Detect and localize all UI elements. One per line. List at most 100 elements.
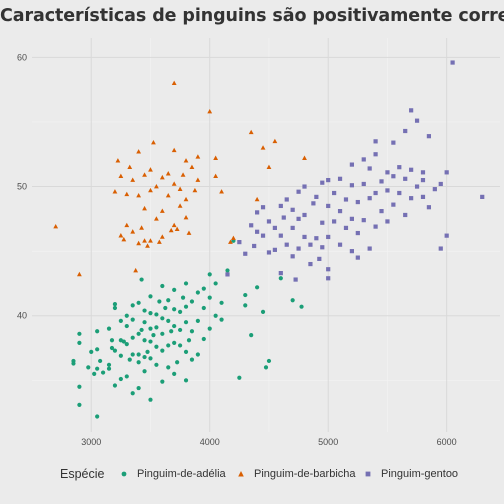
point-barbicha [177, 203, 183, 208]
point-adelia [207, 295, 212, 300]
point-gentoo [320, 180, 325, 185]
point-gentoo [391, 202, 396, 207]
point-barbicha [124, 191, 130, 197]
point-adelia [109, 345, 115, 351]
point-adelia [189, 357, 195, 362]
point-adelia [92, 371, 97, 376]
point-gentoo [326, 203, 331, 209]
point-gentoo [414, 118, 420, 123]
point-barbicha [148, 187, 153, 193]
point-adelia [225, 268, 230, 273]
point-gentoo [272, 225, 277, 230]
point-adelia [106, 366, 112, 371]
point-barbicha [118, 233, 124, 238]
point-gentoo [252, 243, 257, 249]
chart-title: Características de pinguins são positiva… [0, 6, 504, 26]
point-gentoo [397, 165, 402, 170]
point-gentoo [444, 233, 449, 238]
point-barbicha [177, 186, 183, 191]
point-gentoo [385, 188, 390, 193]
point-gentoo [314, 194, 319, 199]
point-adelia [130, 317, 135, 322]
point-adelia [299, 304, 304, 309]
point-gentoo [317, 256, 322, 261]
point-adelia [127, 357, 132, 362]
point-adelia [183, 378, 189, 383]
point-adelia [106, 326, 112, 331]
legend-title: Espécie [60, 467, 105, 481]
point-adelia [77, 331, 82, 336]
point-adelia [89, 349, 94, 355]
point-barbicha [115, 158, 121, 163]
point-barbicha [195, 154, 201, 159]
point-gentoo [272, 247, 277, 252]
point-gentoo [343, 225, 349, 230]
point-gentoo [450, 60, 455, 65]
point-adelia [136, 331, 141, 336]
point-adelia [237, 375, 242, 380]
point-gentoo [296, 189, 301, 194]
point-barbicha [207, 109, 213, 114]
point-adelia [121, 339, 126, 344]
point-barbicha [213, 155, 219, 160]
point-gentoo [397, 190, 402, 196]
point-barbicha [171, 181, 177, 186]
point-adelia [183, 320, 189, 325]
point-adelia [160, 283, 165, 289]
point-gentoo [281, 215, 286, 220]
point-adelia [148, 397, 153, 402]
point-adelia [213, 281, 218, 286]
point-adelia [207, 272, 212, 277]
point-gentoo [379, 209, 384, 214]
point-gentoo [403, 212, 408, 218]
point-adelia [151, 333, 156, 338]
legend-key-square-icon [362, 470, 374, 478]
point-adelia [243, 303, 248, 308]
point-barbicha [272, 138, 278, 144]
point-gentoo [414, 184, 420, 189]
point-adelia [160, 331, 165, 336]
point-gentoo [426, 134, 432, 139]
point-barbicha [168, 227, 174, 233]
point-barbicha [183, 158, 189, 163]
point-barbicha [142, 172, 147, 177]
point-adelia [201, 336, 206, 342]
point-barbicha [136, 193, 142, 198]
point-adelia [195, 318, 200, 324]
point-barbicha [165, 171, 171, 176]
point-gentoo [290, 207, 295, 212]
point-barbicha [171, 147, 177, 153]
point-gentoo [293, 277, 298, 282]
point-gentoo [243, 251, 248, 256]
point-adelia [178, 343, 183, 348]
point-gentoo [349, 216, 354, 221]
point-adelia [172, 323, 177, 329]
point-gentoo [343, 197, 349, 202]
point-barbicha [142, 238, 147, 243]
point-adelia [183, 304, 189, 309]
point-gentoo [278, 271, 283, 276]
point-adelia [124, 342, 129, 347]
point-adelia [77, 340, 82, 345]
point-gentoo [361, 218, 366, 223]
point-barbicha [183, 196, 189, 202]
point-adelia [124, 374, 129, 379]
point-gentoo [480, 194, 485, 199]
point-gentoo [367, 196, 372, 201]
point-adelia [124, 323, 129, 329]
y-tick-label: 50 [17, 182, 27, 192]
point-gentoo [302, 212, 307, 218]
legend-item-adelia: Pinguim-de-adélia [118, 468, 226, 480]
point-barbicha [180, 172, 186, 177]
x-tick-label: 3000 [81, 437, 101, 447]
point-gentoo [367, 246, 372, 251]
point-adelia [166, 343, 171, 348]
point-adelia [207, 326, 212, 331]
point-adelia [166, 318, 171, 324]
point-adelia [142, 369, 147, 374]
legend-item-gentoo: Pinguim-gentoo [362, 468, 458, 480]
point-adelia [249, 333, 254, 338]
point-adelia [219, 317, 224, 322]
point-adelia [148, 326, 153, 331]
point-gentoo [311, 201, 316, 206]
